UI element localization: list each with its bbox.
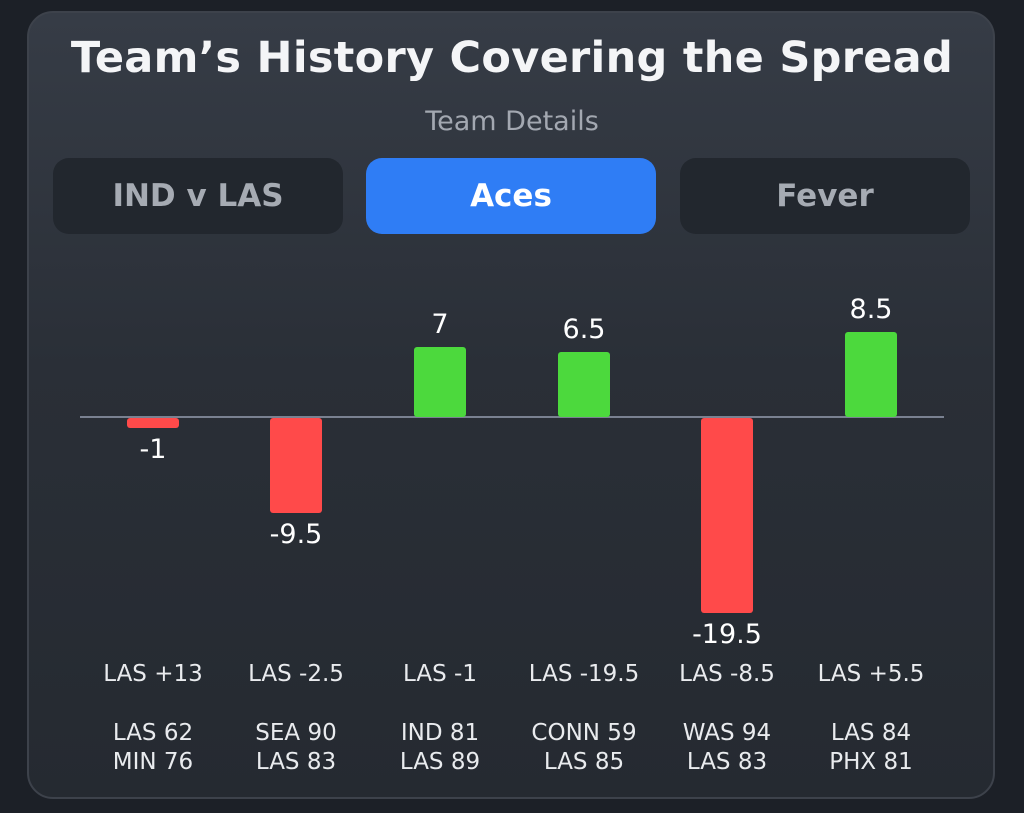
score-line-3-1: LAS 85 (544, 749, 624, 775)
bar-5 (845, 332, 897, 417)
value-label-5: 8.5 (850, 294, 893, 325)
chart-subtitle: Team Details (425, 106, 599, 137)
chart-title: Team’s History Covering the Spread (70, 33, 954, 83)
category-label-3: LAS -19.5 (529, 661, 640, 687)
score-line-0-1: MIN 76 (113, 749, 193, 775)
spread-history-card (27, 11, 995, 799)
bar-1 (270, 418, 322, 513)
category-label-5: LAS +5.5 (818, 661, 925, 687)
bar-0 (127, 418, 179, 428)
value-label-2: 7 (431, 309, 448, 340)
score-line-1-1: LAS 83 (256, 749, 336, 775)
score-line-0-0: LAS 62 (113, 720, 193, 746)
value-label-3: 6.5 (563, 314, 606, 345)
value-label-0: -1 (140, 434, 167, 465)
score-line-1-0: SEA 90 (255, 720, 336, 746)
score-line-5-1: PHX 81 (829, 749, 913, 775)
bar-3 (558, 352, 610, 417)
score-line-5-0: LAS 84 (831, 720, 911, 746)
category-label-0: LAS +13 (103, 661, 203, 687)
score-line-2-1: LAS 89 (400, 749, 480, 775)
value-label-4: -19.5 (692, 619, 762, 650)
value-label-1: -9.5 (270, 519, 323, 550)
tab-fever[interactable]: Fever (680, 158, 970, 234)
bar-4 (701, 418, 753, 613)
category-label-1: LAS -2.5 (248, 661, 344, 687)
category-label-2: LAS -1 (403, 661, 477, 687)
score-line-2-0: IND 81 (401, 720, 479, 746)
score-line-4-1: LAS 83 (687, 749, 767, 775)
tab-matchup[interactable]: IND v LAS (53, 158, 343, 234)
score-line-3-0: CONN 59 (531, 720, 636, 746)
score-line-4-0: WAS 94 (683, 720, 771, 746)
bar-2 (414, 347, 466, 417)
tab-aces[interactable]: Aces (366, 158, 656, 234)
category-label-4: LAS -8.5 (679, 661, 775, 687)
